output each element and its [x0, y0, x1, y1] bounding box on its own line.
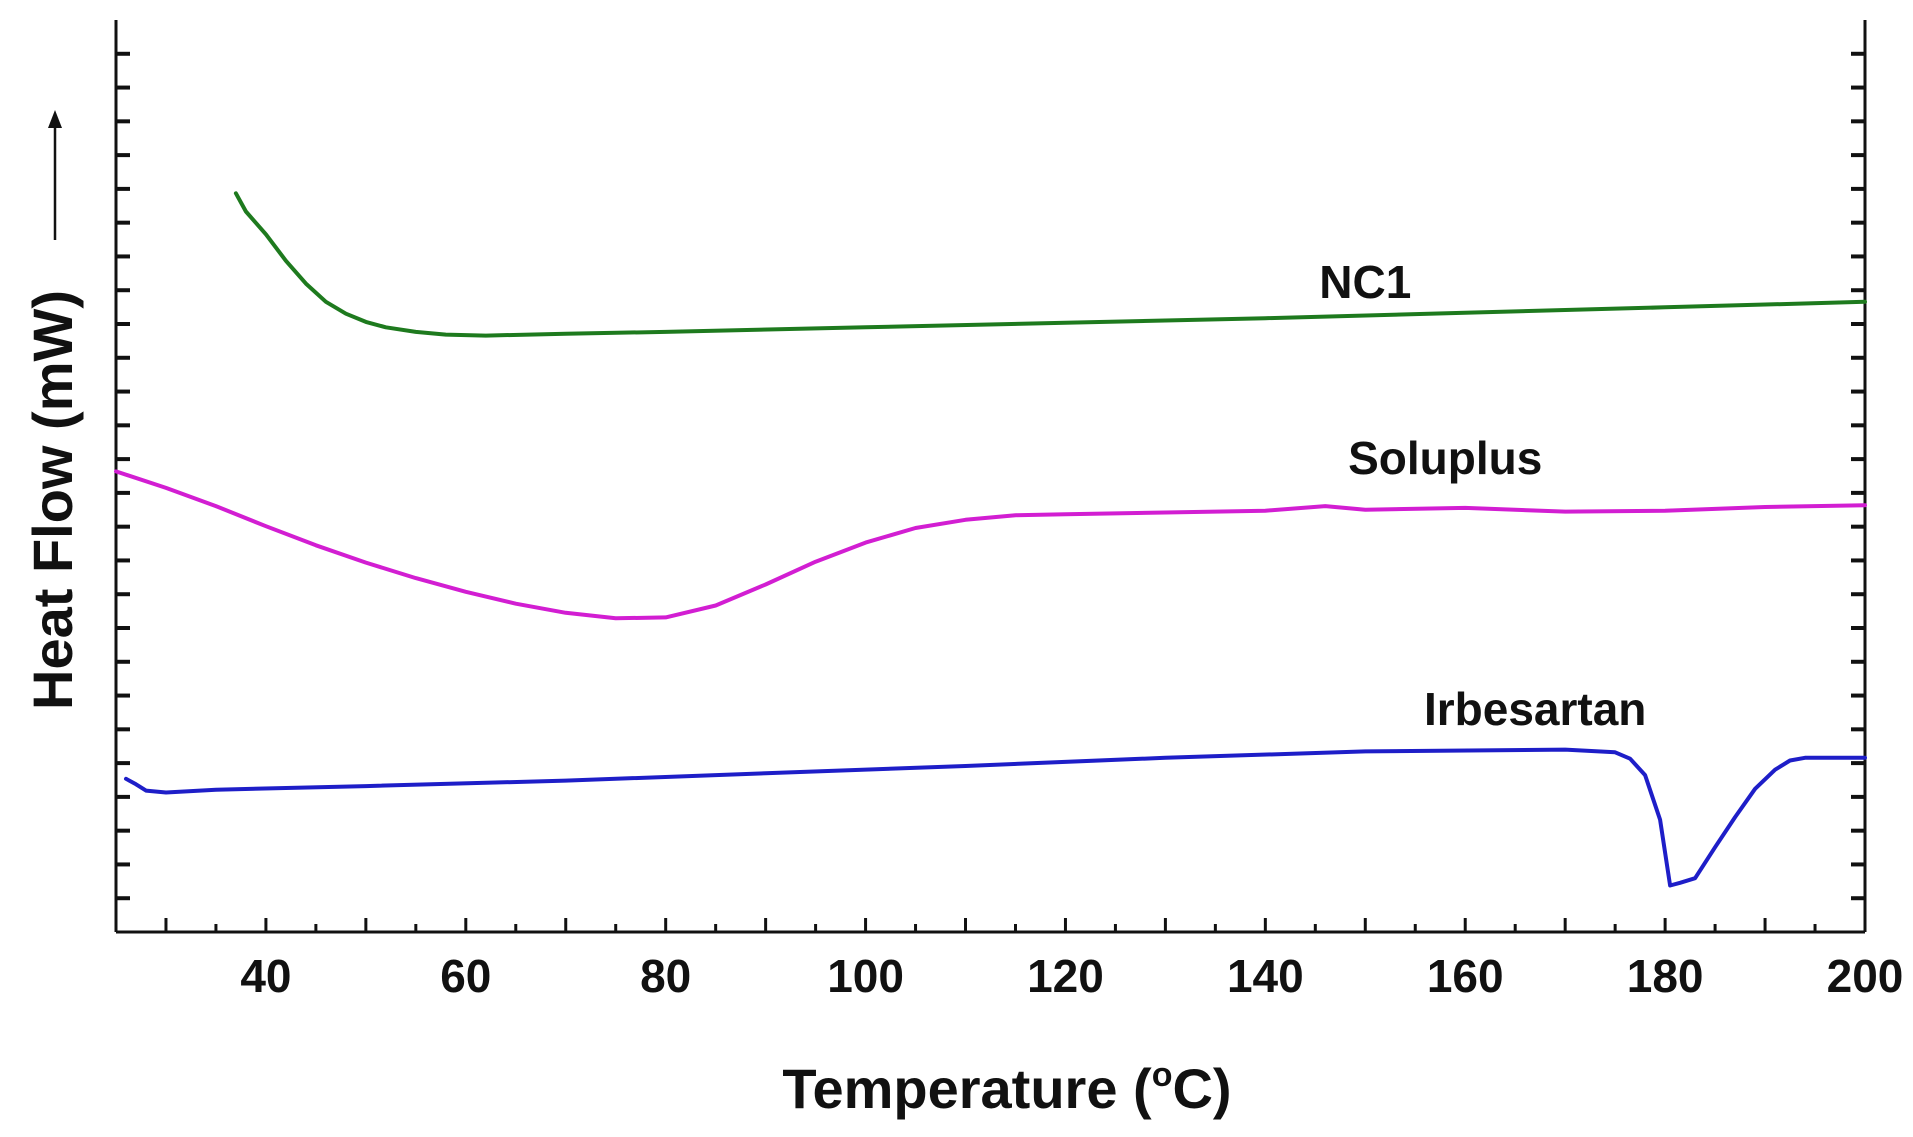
series-line-soluplus [114, 469, 1867, 621]
y-axis-title-group: Heat Flow (mW) → [21, 110, 84, 710]
x-tick-label-80: 80 [640, 950, 691, 1002]
x-axis-unit-prefix: ( [1133, 1057, 1152, 1120]
x-ticks [164, 918, 1817, 932]
x-tick-label-120: 120 [1027, 950, 1104, 1002]
series-lines [114, 191, 1867, 888]
x-axis-unit-sup: o [1152, 1056, 1173, 1094]
series-label-soluplus: Soluplus [1348, 432, 1542, 484]
y-axis-title: Heat Flow (mW) [21, 290, 84, 710]
x-tick-label-180: 180 [1627, 950, 1704, 1002]
x-tick-label-40: 40 [240, 950, 291, 1002]
series-label-nc1: NC1 [1319, 256, 1411, 308]
x-axis-unit-suffix: C) [1172, 1057, 1231, 1120]
series-label-irbesartan: Irbesartan [1424, 683, 1646, 735]
y-ticks [116, 51, 1865, 901]
series-line-nc1 [233, 191, 1867, 338]
series-line-irbesartan [124, 747, 1867, 888]
x-tick-label-100: 100 [827, 950, 904, 1002]
x-tick-label-200: 200 [1827, 950, 1904, 1002]
x-axis-title: Temperature (oC) [782, 1056, 1231, 1120]
x-tick-label-60: 60 [440, 950, 491, 1002]
x-axis-title-text: Temperature [782, 1057, 1117, 1120]
x-tick-label-160: 160 [1427, 950, 1504, 1002]
x-axis-title-spacer [1117, 1057, 1133, 1120]
series-labels: NC1 Soluplus Irbesartan [1319, 256, 1646, 735]
y-axis-arrow-head [48, 110, 62, 128]
x-tick-labels: 40 60 80 100 120 140 160 180 200 [240, 950, 1903, 1002]
plot-frame [114, 20, 1867, 934]
x-tick-label-140: 140 [1227, 950, 1304, 1002]
